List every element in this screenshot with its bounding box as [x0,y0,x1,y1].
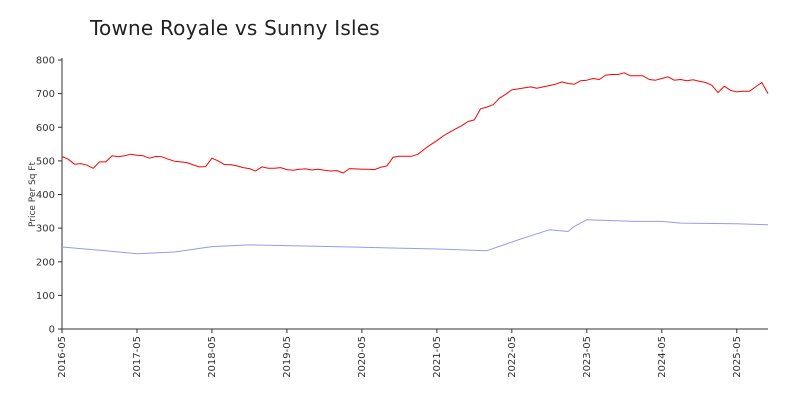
series-layer [61,72,769,255]
x-tick-label: 2020-05 [357,336,368,378]
x-tick-label: 2019-05 [282,336,293,378]
x-tick-label: 2016-05 [57,336,68,378]
y-tick-label: 200 [36,257,55,268]
x-tick-label: 2024-05 [657,336,668,378]
x-tick-label: 2022-05 [507,336,518,378]
y-tick-label: 300 [36,224,55,235]
y-axis-label: Price Per Sq Ft [28,162,38,227]
y-tick-label: 0 [49,325,55,336]
series-line-2 [61,219,769,255]
x-tick-label: 2023-05 [582,336,593,378]
axes: 0 100 200 300 400 500 600 700 800 2016-05 2017-05 2… [36,56,768,378]
chart-title: Towne Royale vs Sunny Isles [90,16,380,40]
y-tick-label: 600 [36,123,55,134]
series-line-1 [61,72,769,174]
x-tick-label: 2018-05 [207,336,218,378]
x-tick-label: 2017-05 [132,336,143,378]
x-tick-label: 2025-05 [732,336,743,378]
y-tick-label: 700 [36,89,55,100]
x-tick-label: 2021-05 [432,336,443,378]
y-tick-label: 500 [36,156,55,167]
y-tick-label: 100 [36,291,55,302]
y-tick-label: 800 [36,56,55,67]
y-tick-label: 400 [36,190,55,201]
